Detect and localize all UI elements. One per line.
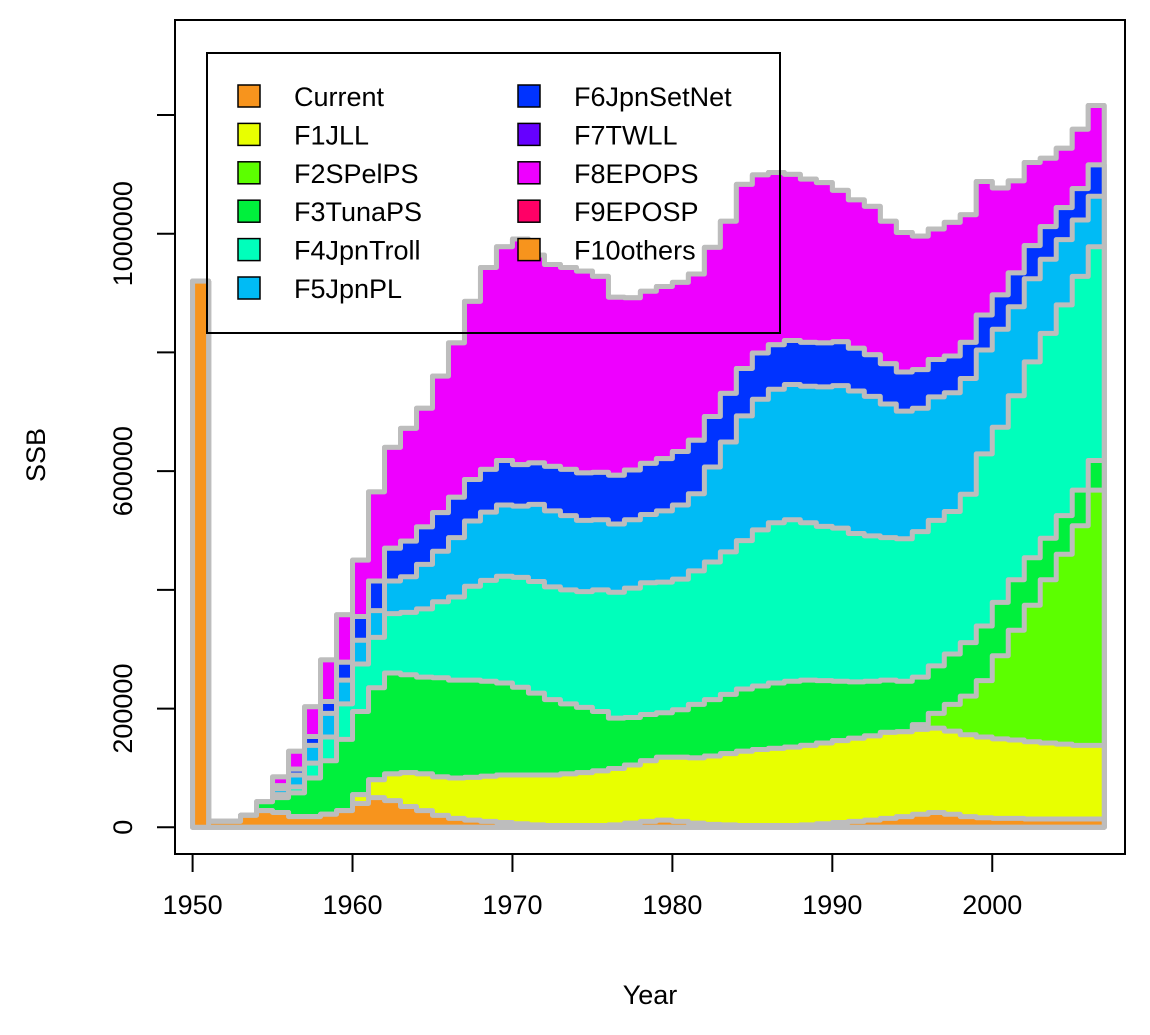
legend-label-f3tunaps: F3TunaPS (294, 197, 422, 227)
x-tick-label: 1970 (482, 890, 542, 920)
legend-swatch-f6jpnsetnet (517, 84, 541, 108)
legend-label-f9eposp: F9EPOSP (574, 197, 699, 227)
legend-label-f4jpntroll: F4JpnTroll (294, 236, 421, 266)
area-current (190, 278, 1107, 830)
legend-swatch-f8epops (517, 161, 541, 185)
legend-label-current: Current (294, 82, 385, 112)
legend-label-f2spelps: F2SPelPS (294, 159, 419, 189)
legend-label-f1jll: F1JLL (294, 120, 369, 150)
legend-swatch-f1jll (237, 122, 261, 147)
legend-label-f8epops: F8EPOPS (574, 159, 699, 189)
x-tick-label: 1990 (802, 890, 862, 920)
legend-swatch-f4jpntroll (237, 237, 261, 262)
legend-swatch-current (237, 84, 261, 108)
legend-label-f6jpnsetnet: F6JpnSetNet (574, 82, 732, 112)
legend-swatch-f3tunaps (237, 199, 261, 223)
y-axis-title: SSB (21, 428, 51, 482)
y-tick-label: 0 (108, 820, 138, 835)
legend-label-f7twll: F7TWLL (574, 120, 678, 150)
legend-swatch-f5jpnpl (237, 276, 261, 300)
y-tick-label: 200000 (108, 664, 138, 754)
legend-label-f5jpnpl: F5JpnPL (294, 274, 402, 304)
area-f3tunaps (190, 278, 1107, 830)
legend-swatch-f2spelps (237, 161, 261, 185)
area-f10others (190, 278, 1107, 830)
y-tick-label: 1000000 (108, 181, 138, 286)
legend: Current F1JLL F2SPelPS F3TunaPS F4JpnTroll F5… (206, 52, 781, 334)
y-axis: 0 200000 600000 1000000 (108, 113, 176, 835)
x-tick-label: 2000 (962, 890, 1022, 920)
legend-swatch-f7twll (517, 122, 541, 147)
x-tick-label: 1980 (642, 890, 702, 920)
legend-swatch-f10others (517, 237, 541, 262)
legend-swatch-f9eposp (517, 199, 541, 223)
x-tick-label: 1950 (163, 890, 223, 920)
legend-label-f10others: F10others (574, 236, 696, 266)
area-layers (190, 102, 1107, 830)
x-axis-title: Year (623, 980, 678, 1010)
x-tick-label: 1960 (322, 890, 382, 920)
y-tick-label: 600000 (108, 426, 138, 516)
legend-box (206, 52, 781, 334)
x-axis: 1950 1960 1970 1980 1990 2000 (163, 853, 1022, 920)
